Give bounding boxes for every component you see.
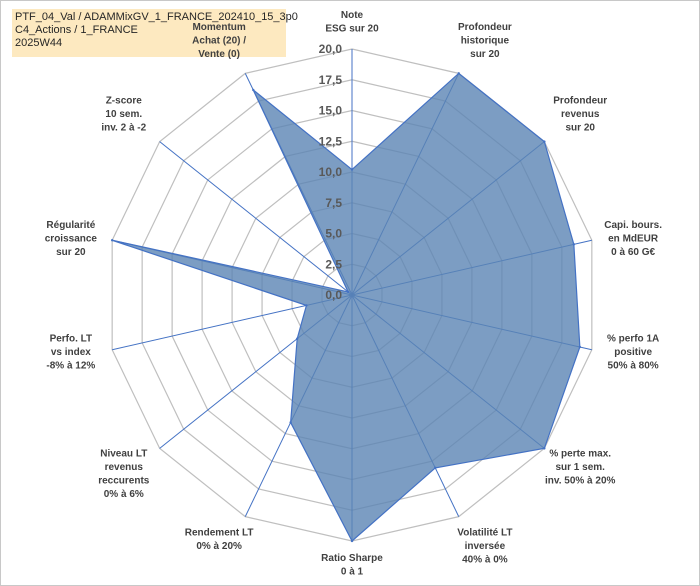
category-label-5-line-0: % perte max.: [549, 449, 611, 460]
category-label-12-line-0: Z-score: [106, 96, 143, 107]
category-label-1-line-2: sur 20: [470, 49, 500, 60]
category-label-13: Momentum Achat (20) / Vente (0): [192, 22, 246, 60]
category-label-9-line-0: Niveau LT: [100, 449, 147, 460]
category-label-2: Profondeur revenus sur 20: [553, 96, 607, 134]
category-label-11-line-1: croissance: [45, 233, 98, 244]
title-line-3: 2025W44: [15, 37, 63, 49]
category-label-7-line-0: Ratio Sharpe: [321, 553, 383, 564]
category-label-5-line-1: sur 1 sem.: [555, 462, 605, 473]
category-label-5: % perte max. sur 1 sem. inv. 50% à 20%: [545, 449, 616, 487]
data-point-2: [543, 140, 546, 143]
title-line-2: C4_Actions / 1_FRANCE: [15, 24, 138, 36]
series-area: [111, 72, 581, 542]
category-label-7-line-1: 0 à 1: [341, 567, 364, 578]
title-line-1: PTF_04_Val / ADAMMixGV_1_FRANCE_202410_1…: [15, 11, 298, 23]
category-label-4-line-0: % perfo 1A: [607, 334, 659, 345]
tick-label-5: 12,5: [319, 134, 343, 148]
category-label-4-line-1: positive: [614, 347, 652, 358]
category-label-0-line-1: ESG sur 20: [325, 24, 379, 35]
category-label-1-line-1: historique: [461, 35, 510, 46]
category-label-6-line-1: inversée: [465, 541, 506, 552]
category-label-10-line-0: Perfo. LT: [50, 334, 93, 345]
category-label-9-line-2: reccurents: [98, 476, 150, 487]
category-label-12-line-1: 10 sem.: [105, 109, 142, 120]
category-label-6-line-0: Volatilité LT: [457, 528, 512, 539]
category-label-13-line-0: Momentum: [192, 22, 245, 33]
category-label-5-line-2: inv. 50% à 20%: [545, 476, 616, 487]
category-label-2-line-1: revenus: [561, 109, 600, 120]
spoke-12: [159, 141, 353, 296]
category-label-10: Perfo. LT vs index -8% à 12%: [46, 334, 95, 372]
category-label-1: Profondeur historique sur 20: [458, 22, 512, 60]
category-label-3: Capi. bours. en MdEUR 0 à 60 G€: [604, 220, 662, 258]
category-label-6: Volatilité LT inversée 40% à 0%: [457, 528, 512, 566]
tick-label-7: 17,5: [319, 73, 343, 87]
tick-label-2: 5,0: [325, 227, 342, 241]
category-label-8: Rendement LT 0% à 20%: [185, 528, 254, 553]
category-label-3-line-0: Capi. bours.: [604, 220, 662, 231]
category-label-2-line-2: sur 20: [565, 123, 595, 134]
category-label-12-line-2: inv. 2 à -2: [101, 123, 146, 134]
category-label-10-line-2: -8% à 12%: [46, 361, 95, 372]
category-label-10-line-1: vs index: [51, 347, 91, 358]
data-point-8: [289, 421, 292, 424]
category-label-9-line-3: 0% à 6%: [104, 489, 144, 500]
tick-label-4: 10,0: [319, 165, 343, 179]
category-label-9-line-1: revenus: [105, 462, 144, 473]
chart-title-box: PTF_04_Val / ADAMMixGV_1_FRANCE_202410_1…: [12, 9, 298, 57]
category-label-0: Note ESG sur 20: [325, 10, 379, 35]
data-point-0: [350, 168, 354, 171]
category-label-4: % perfo 1A positive 50% à 80%: [607, 334, 659, 372]
data-point-5: [543, 447, 546, 450]
category-label-11-line-0: Régularité: [46, 220, 95, 231]
data-point-13: [252, 88, 255, 92]
data-point-11: [110, 239, 114, 242]
data-point-10: [305, 304, 308, 307]
data-point-7: [350, 539, 354, 543]
category-label-1-line-0: Profondeur: [458, 22, 512, 33]
category-label-13-line-2: Vente (0): [198, 49, 240, 60]
tick-label-3: 7,5: [325, 196, 342, 210]
data-point-9: [295, 337, 299, 340]
category-label-9: Niveau LT revenus reccurents 0% à 6%: [98, 449, 150, 501]
tick-label-1: 2,5: [325, 257, 342, 271]
tick-label-6: 15,0: [319, 104, 343, 118]
category-label-12: Z-score 10 sem. inv. 2 à -2: [101, 96, 146, 134]
data-point-12: [346, 290, 350, 294]
data-point-1: [457, 72, 460, 75]
category-label-6-line-2: 40% à 0%: [462, 555, 508, 566]
data-point-3: [572, 243, 576, 246]
tick-label-8: 20,0: [319, 42, 343, 56]
category-label-11: Régularité croissance sur 20: [45, 220, 98, 258]
category-label-8-line-1: 0% à 20%: [196, 541, 242, 552]
category-label-11-line-2: sur 20: [56, 247, 86, 258]
tick-label-0: 0,0: [325, 288, 342, 302]
category-label-8-line-0: Rendement LT: [185, 528, 254, 539]
category-label-3-line-1: en MdEUR: [608, 233, 659, 244]
data-point-6: [434, 466, 437, 470]
category-label-4-line-2: 50% à 80%: [608, 361, 659, 372]
category-label-0-line-0: Note: [341, 10, 364, 21]
category-label-13-line-1: Achat (20) /: [192, 35, 246, 46]
category-label-2-line-0: Profondeur: [553, 96, 607, 107]
category-label-3-line-2: 0 à 60 G€: [611, 247, 655, 258]
data-point-4: [578, 345, 582, 349]
category-label-7: Ratio Sharpe 0 à 1: [321, 553, 383, 578]
